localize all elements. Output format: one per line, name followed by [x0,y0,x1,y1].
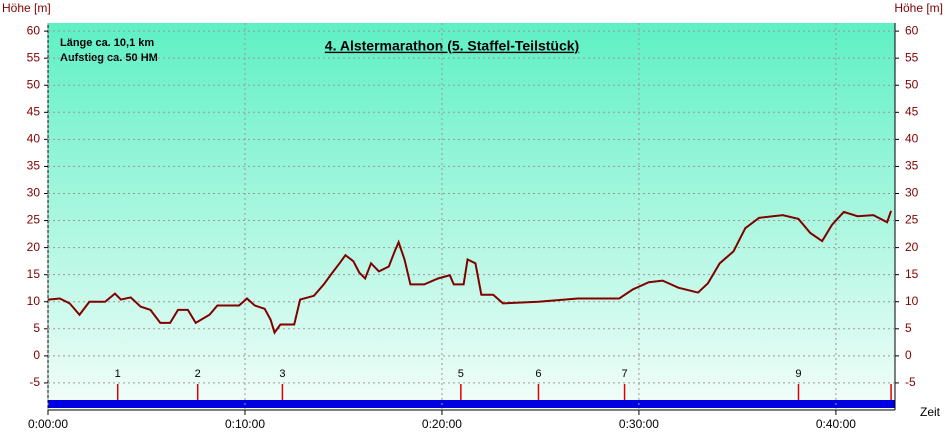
chart-title: 4. Alstermarathon (5. Staffel-Teilstück) [325,38,579,54]
km-label: 7 [621,368,627,380]
y2-tick-label: 5 [905,321,912,335]
x-tick-label: 0:10:00 [225,417,265,431]
x-tick-label: 0:40:00 [816,417,856,431]
km-label: 5 [458,368,464,380]
x-tick-label: 0:00:00 [28,417,68,431]
x-axis-label: Zeit [920,405,941,419]
plot-area [48,23,895,410]
time-bar [48,400,895,408]
y2-tick-label: 20 [905,240,919,254]
annotation: Länge ca. 10,1 km [60,37,154,49]
y2-tick-label: 25 [905,213,919,227]
y-tick-label: 40 [27,132,41,146]
y-axis-label: Höhe [m] [2,1,51,15]
y2-axis-label: Höhe [m] [894,1,943,15]
km-label: 9 [795,368,801,380]
y-tick-label: 55 [27,50,41,64]
y-tick-label: 0 [33,348,40,362]
y-tick-label: 60 [27,23,41,37]
y-tick-label: 20 [27,240,41,254]
y-tick-label: -5 [29,375,40,389]
y2-tick-label: 60 [905,23,919,37]
y-tick-label: 10 [27,294,41,308]
y2-tick-label: 10 [905,294,919,308]
x-tick-label: 0:30:00 [619,417,659,431]
y-tick-label: 25 [27,213,41,227]
y2-tick-label: 50 [905,77,919,91]
km-label: 3 [279,368,285,380]
km-label: 2 [195,368,201,380]
y-tick-label: 45 [27,104,41,118]
y-tick-label: 5 [33,321,40,335]
y-tick-label: 15 [27,267,41,281]
y-tick-label: 50 [27,77,41,91]
y-tick-label: 30 [27,186,41,200]
elevation-line [47,210,893,335]
y2-tick-label: 55 [905,50,919,64]
km-label: 6 [535,368,541,380]
y2-tick-label: 35 [905,159,919,173]
km-label: 1 [115,368,121,380]
y2-tick-label: 40 [905,132,919,146]
y2-tick-label: 30 [905,186,919,200]
y-tick-label: 35 [27,159,41,173]
y2-tick-label: 15 [905,267,919,281]
y2-tick-label: 45 [905,104,919,118]
y2-tick-label: -5 [905,375,916,389]
y2-tick-label: 0 [905,348,912,362]
x-tick-label: 0:20:00 [422,417,462,431]
